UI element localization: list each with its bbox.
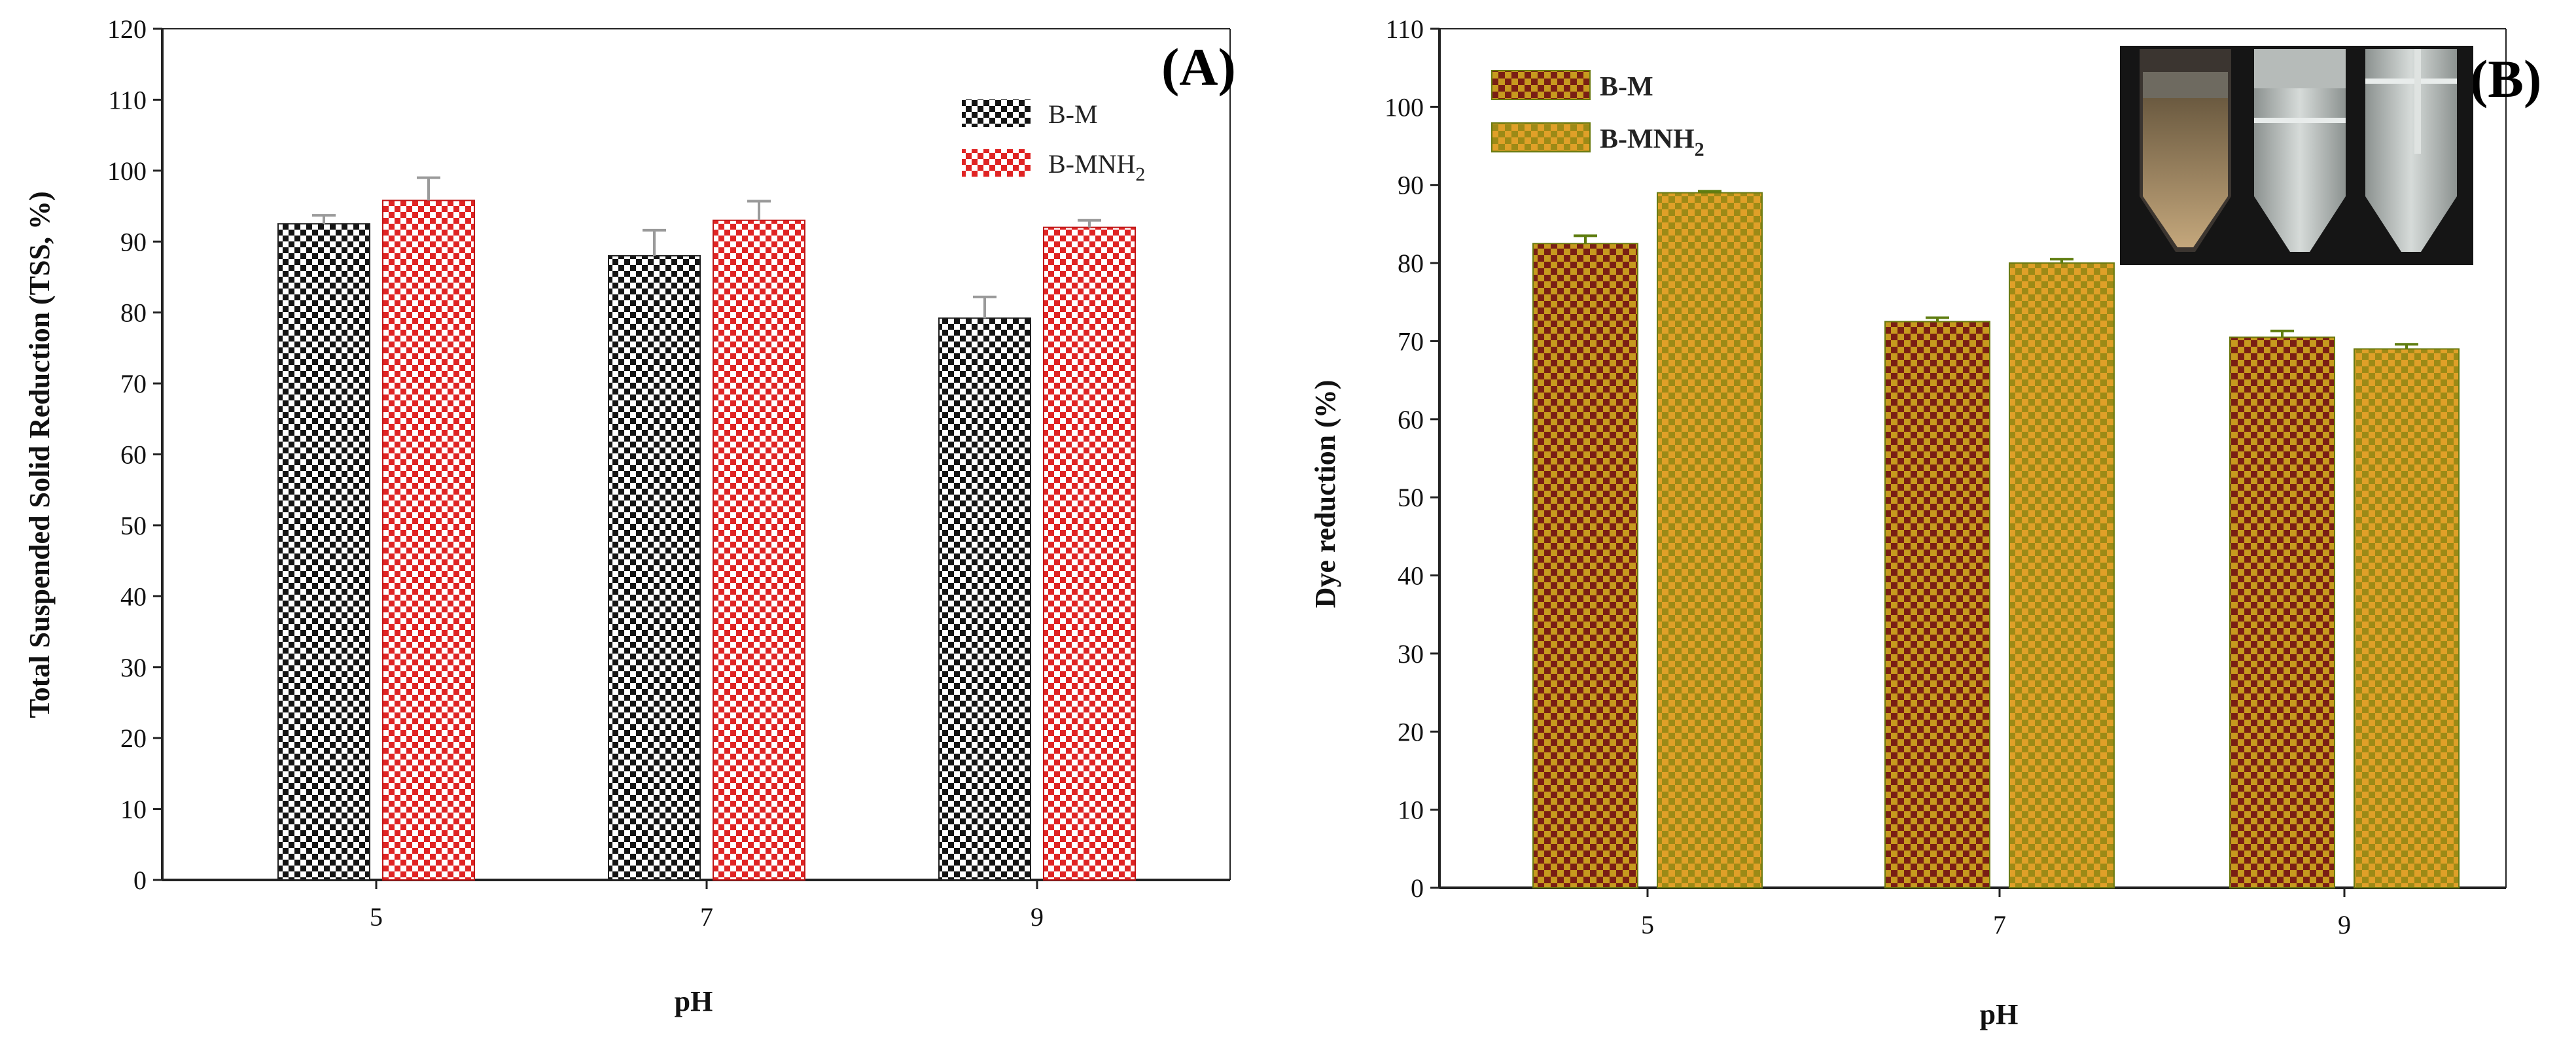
y-tick-label: 100	[1385, 92, 1424, 122]
legend-swatch-bm	[962, 99, 1031, 127]
inset-photo	[2120, 46, 2473, 265]
bar-b-m-ph9	[938, 317, 1031, 881]
y-tick-label: 100	[107, 156, 147, 186]
y-tick-label: 70	[1398, 326, 1424, 356]
y-tick-label: 20	[120, 724, 147, 753]
panel-label-b: (B)	[2470, 49, 2541, 109]
y-axis-title: Total Suspended Solid Reduction (TSS, %)	[24, 191, 56, 718]
y-tick-label: 0	[1411, 873, 1424, 903]
bar-b-mnh2-ph9	[1043, 226, 1136, 881]
y-axis-title: Dye reduction (%)	[1309, 380, 1341, 608]
y-tick-label: 90	[1398, 171, 1424, 200]
x-tick-label: 9	[1031, 902, 1044, 932]
y-tick-label: 30	[1398, 639, 1424, 669]
bars	[277, 176, 1136, 881]
y-tick-label: 40	[1398, 561, 1424, 591]
legend-swatch-bmnh2	[1491, 122, 1591, 152]
bar-b-mnh2-ph9	[2354, 348, 2460, 888]
y-tick-label: 10	[120, 795, 147, 824]
y-tick-label: 50	[120, 511, 147, 540]
chart-panel-a: 0 10 20 30 40 50 60 70 80 90 100 110 120 5 7 9 Total S…	[24, 14, 1236, 1017]
legend-label-bm: B-M	[1048, 99, 1098, 129]
y-tick-label: 0	[133, 866, 147, 895]
x-tick-label: 7	[700, 902, 713, 932]
y-tick-label: 120	[107, 14, 147, 44]
bar-b-m-ph5	[277, 223, 370, 881]
y-tick-label: 80	[1398, 249, 1424, 278]
bar-b-mnh2-ph5	[1657, 192, 1763, 888]
y-tick-label: 60	[120, 440, 147, 470]
bar-b-m-ph9	[2229, 336, 2335, 888]
y-tick-label: 90	[120, 227, 147, 256]
legend-swatch-bmnh2	[962, 149, 1031, 177]
y-tick-label: 110	[108, 85, 147, 114]
y-ticks: 0 10 20 30 40 50 60 70 80 90 100 110 120	[107, 14, 162, 895]
y-tick-label: 40	[120, 582, 147, 611]
y-tick-label: 60	[1398, 405, 1424, 434]
bar-b-m-ph7	[1884, 321, 1990, 888]
y-tick-label: 110	[1385, 14, 1424, 44]
y-tick-label: 30	[120, 653, 147, 682]
x-tick-label: 9	[2338, 910, 2351, 939]
legend: B-M B-MNH2	[1491, 70, 1704, 160]
x-ticks: 5 7 9	[370, 880, 1044, 932]
bar-b-mnh2-ph7	[2009, 262, 2115, 889]
x-tick-label: 5	[370, 902, 383, 932]
bar-b-mnh2-ph7	[713, 219, 805, 881]
tube-brown	[2140, 49, 2231, 252]
x-tick-label: 7	[1993, 910, 2006, 939]
legend-label-bmnh2: B-MNH2	[1048, 149, 1145, 185]
tube-clear-2	[2365, 49, 2457, 252]
bar-b-mnh2-ph5	[382, 200, 475, 881]
x-tick-label: 5	[1641, 910, 1654, 939]
tube-clear-1	[2254, 49, 2346, 252]
x-ticks: 5 7 9	[1641, 888, 2351, 939]
y-tick-label: 70	[120, 369, 147, 398]
legend: B-M B-MNH2	[962, 99, 1145, 185]
panel-label-a: (A)	[1161, 37, 1236, 97]
x-axis-title: pH	[1980, 998, 2019, 1030]
bar-b-m-ph7	[608, 254, 701, 881]
bar-b-m-ph5	[1532, 243, 1638, 888]
legend-swatch-bm	[1491, 70, 1591, 100]
y-tick-label: 50	[1398, 483, 1424, 512]
y-tick-label: 10	[1398, 796, 1424, 825]
chart-panel-b: 0 10 20 30 40 50 60 70 80 90 100 110 5 7 9 Dye reduct…	[1309, 14, 2541, 1030]
y-tick-label: 80	[120, 298, 147, 328]
y-ticks: 0 10 20 30 40 50 60 70 80 90 100 110	[1385, 14, 1439, 903]
y-tick-label: 20	[1398, 717, 1424, 746]
bars	[1532, 190, 2460, 889]
legend-label-bm: B-M	[1600, 72, 1653, 102]
legend-label-bmnh2: B-MNH2	[1600, 124, 1704, 160]
x-axis-title: pH	[675, 985, 713, 1017]
